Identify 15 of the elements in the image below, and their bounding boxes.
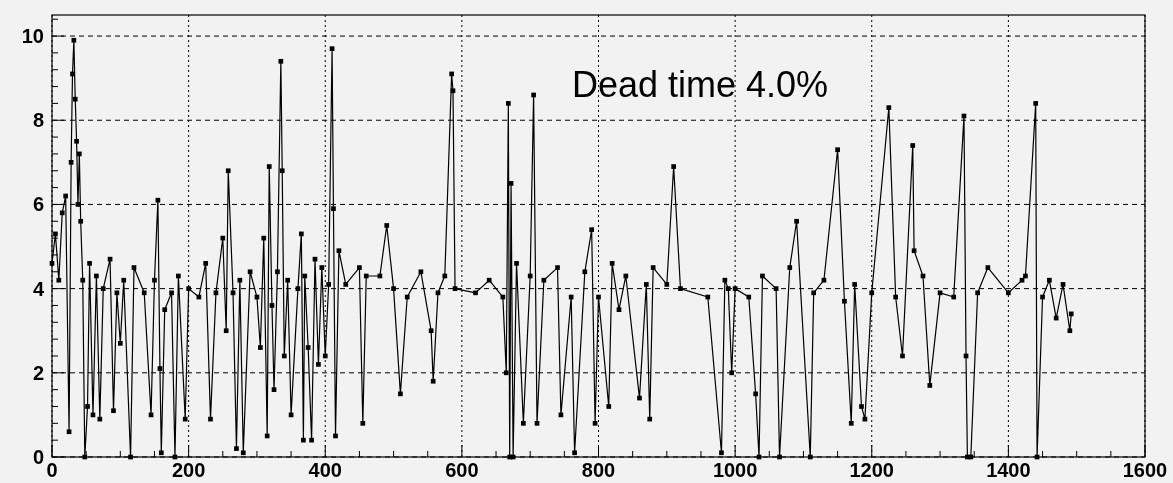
x-tick-label: 600 <box>445 459 479 481</box>
y-tick-label: 10 <box>21 25 44 48</box>
x-tick-label: 800 <box>581 459 616 481</box>
x-tick-label: 0 <box>46 459 58 481</box>
x-tick-label: 1000 <box>712 459 758 481</box>
y-tick-label: 2 <box>32 361 44 384</box>
x-tick-label: 200 <box>171 459 206 481</box>
x-tick-label: 400 <box>308 459 342 481</box>
x-tick-label: 1200 <box>849 459 894 481</box>
annotation: Dead time 4.0% <box>572 64 829 105</box>
x-tick-label: 1600 <box>1122 459 1168 481</box>
y-tick-label: 4 <box>32 277 45 300</box>
x-tick-label: 1400 <box>986 459 1031 481</box>
y-tick-label: 6 <box>32 193 44 216</box>
y-tick-label: 8 <box>32 109 44 132</box>
